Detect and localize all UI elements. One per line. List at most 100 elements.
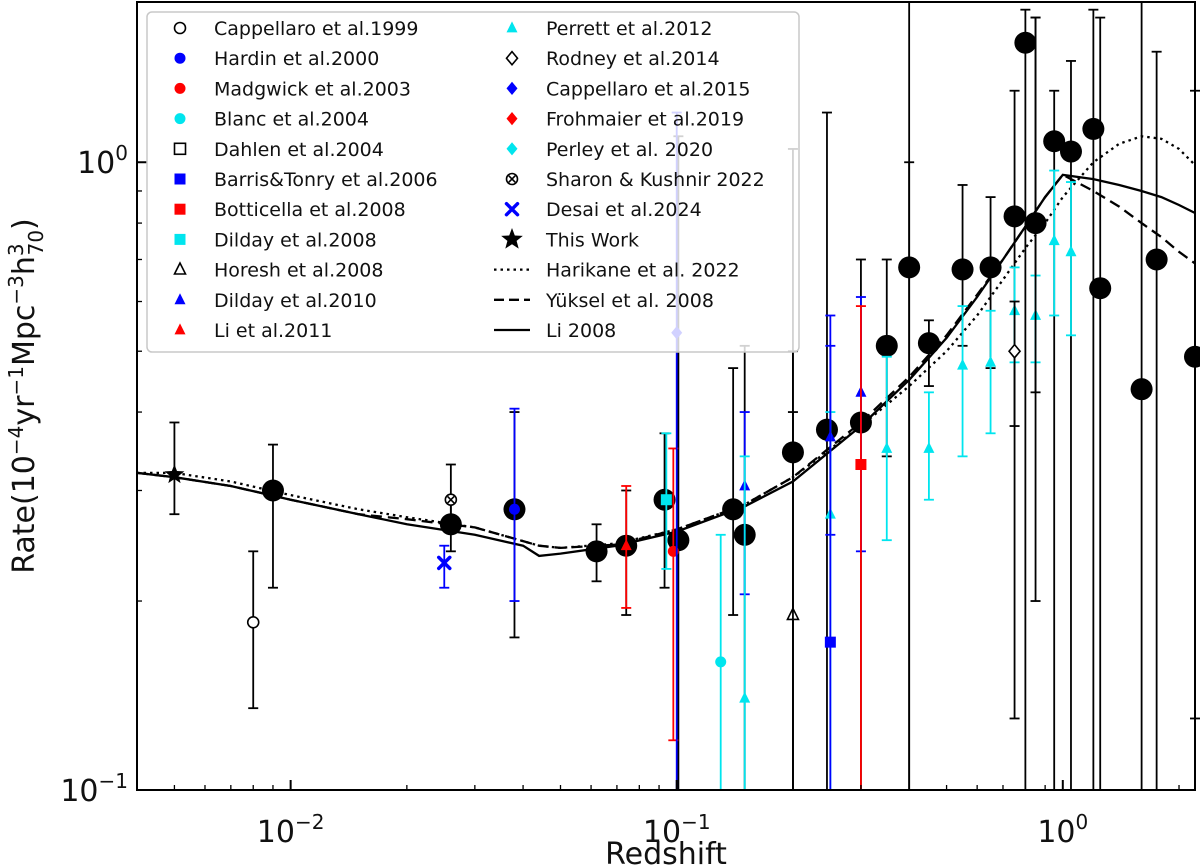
data-point — [715, 656, 727, 668]
legend-marker — [174, 293, 186, 305]
series-blanc-et-al-2004 — [715, 533, 727, 790]
legend-item: Rodney et al.2014 — [505, 48, 720, 70]
y-tick-exp: 0 — [115, 141, 128, 165]
legend-label: Harikane et al. 2022 — [546, 260, 740, 282]
y-axis-label-part: −4 — [4, 426, 28, 455]
legend-marker — [174, 323, 186, 335]
legend-marker — [174, 113, 186, 125]
legend-item: Frohmaier et al.2019 — [506, 109, 744, 131]
data-point — [917, 332, 940, 355]
data-point — [1003, 205, 1026, 228]
data-point — [508, 503, 520, 515]
legend-marker — [504, 201, 520, 217]
legend-item: This Work — [501, 228, 639, 251]
y-axis-label-part: yr — [7, 395, 42, 426]
legend-label: Rodney et al.2014 — [546, 48, 720, 70]
y-tick-label: 10−1 — [60, 769, 128, 809]
y-tick-label: 100 — [77, 141, 128, 181]
series-hardin-et-al-2000 — [508, 407, 520, 602]
x-tick-base: 10 — [257, 815, 295, 850]
y-axis-label-part: 70 — [24, 230, 48, 255]
x-tick-base: 10 — [1037, 815, 1075, 850]
series-dilday-et-al-2008 — [660, 432, 672, 570]
series-desai-et-al-2024 — [437, 544, 452, 589]
data-point — [923, 441, 935, 453]
x-tick-exp: 0 — [1076, 810, 1089, 834]
legend-label: Blanc et al.2004 — [214, 109, 369, 131]
data-point — [1089, 277, 1112, 300]
legend-item: Cappellaro et al.1999 — [173, 18, 418, 40]
legend-marker — [501, 228, 523, 249]
legend-label: Sharon & Kushnir 2022 — [546, 169, 765, 191]
data-points — [164, 2, 1200, 790]
data-point — [957, 358, 969, 370]
legend-label: Barris&Tonry et al.2006 — [214, 169, 438, 191]
legend-marker — [174, 233, 186, 245]
legend-item: Botticella et al.2008 — [174, 199, 406, 221]
legend-marker — [506, 142, 518, 156]
legend-label: Li et al.2011 — [214, 320, 332, 342]
legend-item: Desai et al.2024 — [504, 199, 702, 221]
data-point — [1184, 345, 1200, 368]
data-point — [164, 464, 185, 484]
data-point — [585, 540, 608, 563]
data-point — [855, 459, 867, 471]
legend-label: Li 2008 — [546, 320, 616, 342]
legend-label: Dahlen et al.2004 — [214, 139, 384, 161]
data-point — [1130, 378, 1153, 401]
legend-item: Li 2008 — [494, 320, 616, 342]
legend-label: Frohmaier et al.2019 — [546, 109, 744, 131]
data-point-cross — [446, 495, 455, 504]
x-tick-exp: −1 — [681, 810, 710, 834]
curve-dashed — [136, 173, 1196, 550]
legend-marker — [173, 261, 187, 275]
data-point — [739, 691, 751, 703]
legend-item: Perley et al. 2020 — [506, 139, 713, 161]
legend-marker — [506, 112, 518, 126]
y-tick-base: 10 — [60, 774, 98, 809]
y-axis-label-part: Mpc — [7, 305, 42, 366]
y-axis-label-part: h — [7, 256, 42, 275]
legend-marker — [174, 173, 186, 185]
series-sharon-kushnir-2022 — [444, 463, 458, 526]
series-rodney-et-al-2014 — [1008, 300, 1022, 427]
data-point — [824, 636, 836, 648]
legend-marker — [505, 50, 519, 67]
legend-item: Dilday et al.2008 — [174, 229, 377, 251]
series-dahlen-et-al-2004 — [787, 16, 1041, 790]
data-point — [881, 441, 893, 453]
series-this-work — [164, 421, 185, 516]
data-point — [951, 258, 974, 281]
legend-item: Dilday et al.2010 — [174, 290, 377, 312]
y-axis-label-part: −3 — [4, 275, 28, 304]
x-tick-label: 10−2 — [257, 810, 325, 850]
data-point — [979, 256, 1002, 279]
legend-label: Perley et al. 2020 — [546, 139, 713, 161]
x-tick-exp: −2 — [295, 810, 324, 834]
legend-label: Perrett et al.2012 — [546, 18, 712, 40]
y-axis-label-part: Rate(10 — [7, 455, 42, 574]
series-cappellaro-et-al-1999 — [246, 550, 260, 710]
legend-label: Desai et al.2024 — [546, 199, 702, 221]
legend-marker — [173, 21, 187, 35]
x-tick-base: 10 — [643, 815, 681, 850]
series-barris-tonry-et-al-2006 — [824, 314, 836, 790]
legend-item: Sharon & Kushnir 2022 — [505, 169, 765, 191]
legend-marker — [506, 21, 518, 33]
legend-marker — [506, 81, 518, 95]
legend-label: Dilday et al.2008 — [214, 229, 377, 251]
legend-box — [146, 11, 800, 353]
data-point — [985, 355, 997, 367]
y-tick-exp: −1 — [99, 769, 128, 793]
legend-label: Cappellaro et al.1999 — [214, 18, 418, 40]
legend-item: Dahlen et al.2004 — [173, 139, 384, 161]
legend-item: Perrett et al.2012 — [506, 18, 712, 40]
y-axis-label-part: −1 — [4, 366, 28, 395]
data-point — [722, 498, 745, 521]
legend-item: Barris&Tonry et al.2006 — [174, 169, 438, 191]
plot-frame — [136, 1, 1196, 791]
legend-label: Horesh et al.2008 — [214, 260, 383, 282]
data-point — [246, 615, 260, 629]
